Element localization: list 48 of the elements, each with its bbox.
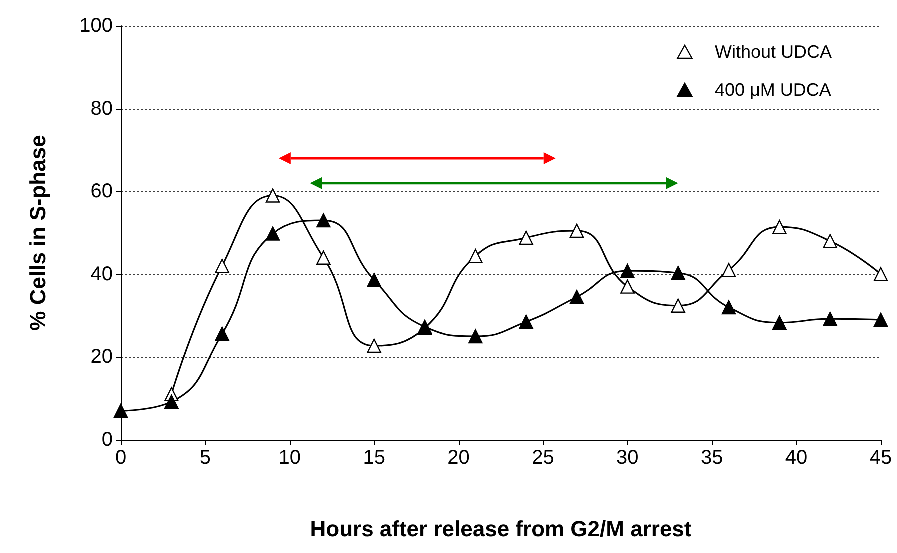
legend-label: Without UDCA bbox=[714, 42, 832, 62]
y-tick-label: 80 bbox=[90, 98, 113, 120]
point bbox=[215, 259, 230, 274]
y-tick-label: 100 bbox=[80, 15, 113, 37]
point bbox=[266, 226, 280, 241]
point bbox=[874, 267, 888, 282]
point bbox=[874, 312, 888, 328]
point bbox=[215, 326, 230, 342]
y-tick-label: 40 bbox=[90, 263, 113, 286]
point bbox=[620, 264, 635, 278]
x-tick-label: 10 bbox=[278, 447, 302, 469]
y-tick-label: 20 bbox=[90, 346, 113, 368]
point bbox=[722, 263, 736, 278]
point bbox=[722, 300, 736, 315]
point bbox=[570, 290, 584, 304]
point bbox=[823, 312, 838, 326]
y-axis-title: % Cells in S-phase bbox=[26, 135, 50, 331]
point bbox=[266, 188, 280, 203]
point bbox=[114, 404, 128, 418]
point bbox=[316, 250, 331, 265]
x-tick-label: 45 bbox=[870, 447, 892, 469]
point bbox=[367, 338, 382, 354]
x-tick-label: 40 bbox=[785, 447, 808, 469]
x-tick-label: 30 bbox=[616, 447, 639, 469]
point bbox=[772, 220, 787, 234]
x-tick-label: 5 bbox=[200, 447, 212, 469]
x-tick-label: 35 bbox=[700, 447, 724, 469]
y-tick-label: 60 bbox=[90, 180, 113, 203]
point bbox=[772, 316, 787, 330]
x-tick-label: 15 bbox=[363, 447, 386, 469]
x-axis-title: Hours after release from G2/M arrest bbox=[310, 516, 692, 542]
point bbox=[468, 249, 483, 264]
point bbox=[164, 394, 179, 410]
legend-label: 400 μM UDCA bbox=[714, 80, 832, 100]
point bbox=[570, 224, 584, 238]
point bbox=[671, 298, 686, 313]
x-tick-label: 0 bbox=[115, 447, 127, 469]
point bbox=[671, 266, 686, 280]
point bbox=[316, 213, 331, 228]
y-tick-label: 0 bbox=[102, 429, 113, 451]
x-tick-label: 20 bbox=[448, 447, 470, 469]
point bbox=[367, 273, 382, 288]
point bbox=[519, 230, 534, 246]
point bbox=[620, 280, 635, 294]
point bbox=[823, 234, 838, 248]
x-tick-label: 25 bbox=[532, 447, 554, 469]
point bbox=[519, 314, 534, 330]
point bbox=[468, 329, 483, 344]
